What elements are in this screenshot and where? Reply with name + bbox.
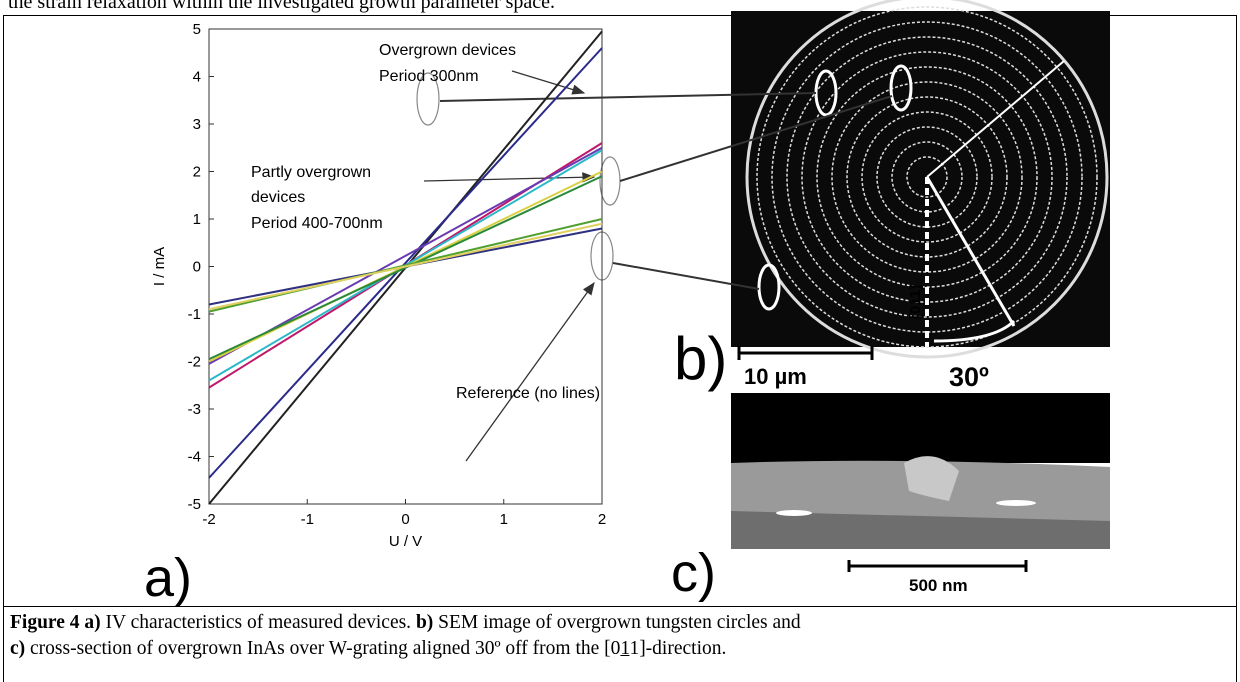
y-tick-label: -3 <box>188 401 201 418</box>
caption-bold: b) <box>415 612 434 633</box>
x-tick-label: -1 <box>301 511 314 528</box>
panel-label: b) <box>674 325 727 392</box>
caption-text: IV characteristics of measured devices. <box>100 612 416 633</box>
annotation-lines <box>423 70 893 462</box>
y-tick-label: 0 <box>193 259 201 276</box>
y-tick-label: 4 <box>193 69 201 86</box>
series-line <box>208 47 603 479</box>
chart: 10 µm 30º [011] 500 nm b) c) a) -2 -1 0 1 2 -… <box>144 0 1110 608</box>
annotation: Partly overgrown <box>251 164 371 181</box>
x-tick-label: 0 <box>401 511 409 528</box>
y-axis-label: I / mA <box>151 247 168 286</box>
annotation: Reference (no lines) <box>456 385 600 402</box>
series-line <box>208 218 603 313</box>
caption-text: 1 <box>620 638 630 659</box>
panel-label: c) <box>671 543 716 603</box>
scale-label: 10 µm <box>744 364 807 389</box>
y-tick-label: -2 <box>188 354 201 371</box>
y-tick-label: -5 <box>188 496 201 513</box>
annotation: Period 300nm <box>379 68 479 85</box>
caption-text: SEM image of overgrown tungsten circles … <box>433 612 801 633</box>
series-line <box>208 175 603 361</box>
y-tick-label: -1 <box>188 306 201 323</box>
sem-image-b: 10 µm 30º [011] <box>731 0 1110 392</box>
scale-label: 500 nm <box>909 576 968 595</box>
annotation: Overgrown devices <box>379 42 516 59</box>
caption-bold: c) <box>10 638 26 659</box>
y-tick-label: 1 <box>193 211 201 228</box>
sem-image-c: 500 nm <box>731 393 1110 595</box>
caption: Figure 4 a) IV characteristics of measur… <box>3 606 1237 682</box>
caption-text: cross-section of overgrown InAs over W-g… <box>25 638 621 659</box>
panel-label: a) <box>144 548 192 608</box>
caption-bold: Figure 4 a) <box>10 612 101 633</box>
angle-label: 30º <box>949 362 989 392</box>
x-tick-label: -2 <box>202 511 215 528</box>
x-tick-label: 2 <box>598 511 606 528</box>
series-line <box>208 222 603 311</box>
header-text: the strain relaxation within the investi… <box>8 0 556 13</box>
y-tick-label: 5 <box>193 21 201 38</box>
direction-label: [011] <box>907 285 924 319</box>
figure: 10 µm 30º [011] 500 nm b) c) a) -2 -1 0 1 2 -… <box>3 0 1237 608</box>
annotation: devices <box>251 189 305 206</box>
x-axis-label: U / V <box>389 533 422 550</box>
caption-text: 1]-direction. <box>629 638 727 659</box>
x-tick-label: 1 <box>500 511 508 528</box>
annotation: Period 400-700nm <box>251 215 383 232</box>
y-tick-label: -4 <box>188 449 201 466</box>
y-tick-label: 2 <box>193 164 201 181</box>
y-tick-label: 3 <box>193 116 201 133</box>
